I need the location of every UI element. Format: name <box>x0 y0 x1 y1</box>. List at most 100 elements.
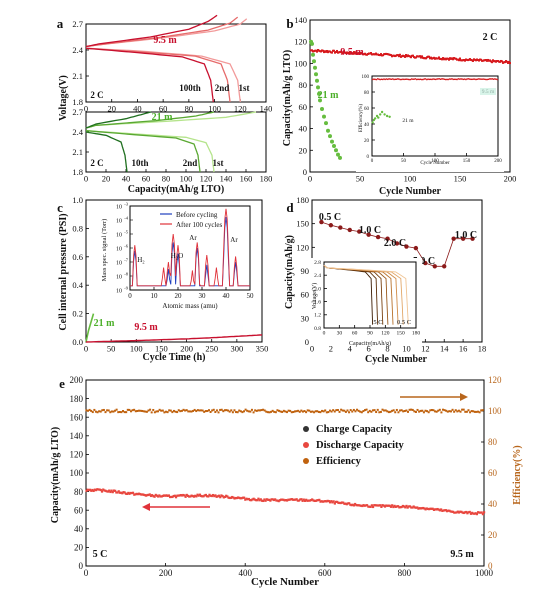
data-point <box>383 505 387 508</box>
data-point <box>382 504 385 507</box>
data-point <box>378 78 380 80</box>
data-point <box>428 78 431 81</box>
data-point <box>431 507 434 510</box>
data-point <box>475 410 478 413</box>
data-point <box>150 411 153 414</box>
data-point <box>96 411 99 414</box>
data-point <box>495 78 497 80</box>
arrow-head-efficiency <box>460 393 468 401</box>
data-point <box>476 78 478 80</box>
data-point <box>340 501 344 504</box>
data-point <box>376 78 379 80</box>
data-point <box>391 504 394 507</box>
data-point <box>172 494 175 498</box>
y-tick-label: 100 <box>70 468 84 478</box>
data-point <box>392 409 395 412</box>
y-tick-label-exp: -8 <box>124 272 128 277</box>
data-point <box>157 410 160 413</box>
data-point <box>163 411 166 414</box>
data-point <box>461 408 464 411</box>
data-point <box>453 511 456 514</box>
data-point <box>301 410 304 413</box>
data-point <box>391 409 394 412</box>
data-point <box>246 498 249 501</box>
data-point <box>326 499 329 502</box>
data-point <box>189 495 192 498</box>
data-point <box>416 408 419 411</box>
data-point <box>147 493 150 497</box>
data-point <box>480 511 483 514</box>
data-point <box>174 496 178 499</box>
x-tick-label: 600 <box>318 568 332 578</box>
data-point <box>347 227 352 233</box>
data-point <box>86 488 89 491</box>
data-point <box>305 498 308 501</box>
data-point <box>343 50 345 53</box>
data-point <box>380 505 383 509</box>
data-point <box>462 78 465 81</box>
data-point <box>314 410 317 413</box>
data-point <box>282 498 285 501</box>
data-point <box>334 148 338 153</box>
data-point <box>422 506 425 510</box>
data-point <box>439 78 442 80</box>
data-point <box>320 107 324 112</box>
x-tick-label: 40 <box>133 104 142 114</box>
data-point <box>145 410 148 413</box>
data-point <box>414 506 418 509</box>
y-tick-label: 160 <box>70 412 84 422</box>
data-point <box>282 409 285 412</box>
data-point <box>228 410 231 413</box>
data-point <box>340 408 343 411</box>
y-tick-label: 180 <box>296 195 309 205</box>
data-point <box>410 506 413 509</box>
data-point <box>434 508 437 511</box>
data-point <box>407 78 409 81</box>
data-point <box>380 110 384 114</box>
x-tick-label: 150 <box>454 174 467 184</box>
y-tick-label: 0.6 <box>72 252 83 262</box>
data-point <box>445 78 447 81</box>
y-tick-label: 40 <box>364 123 370 128</box>
data-point <box>437 409 440 412</box>
peak-label-h2o: H₂O <box>171 252 184 260</box>
data-point <box>375 234 381 240</box>
panel-label-b: b <box>286 16 293 31</box>
data-point <box>370 52 372 55</box>
data-point <box>125 492 129 496</box>
data-point <box>429 507 432 510</box>
data-point <box>375 78 378 81</box>
data-point <box>494 78 496 80</box>
data-point <box>166 411 169 414</box>
data-point <box>456 510 459 513</box>
y-right-tick-label: 120 <box>488 375 502 385</box>
data-point <box>239 410 242 413</box>
data-point <box>479 511 482 514</box>
data-point <box>264 499 267 502</box>
y-tick-label: 2.4 <box>72 45 83 55</box>
data-point <box>259 498 262 501</box>
data-point <box>291 498 295 501</box>
data-point <box>227 496 230 499</box>
data-point <box>106 409 109 412</box>
data-point <box>384 409 387 412</box>
data-point <box>289 409 292 412</box>
x-tick-label: 10 <box>151 292 159 300</box>
data-point <box>188 410 191 413</box>
data-point <box>438 509 442 512</box>
x-tick-label: 200 <box>159 568 173 578</box>
data-point <box>457 511 461 514</box>
data-point <box>481 78 483 80</box>
axes-a-bottom <box>85 111 267 173</box>
data-point <box>394 78 397 81</box>
data-point <box>300 409 303 412</box>
data-point <box>489 78 491 80</box>
x-tick-label: 2 <box>329 344 333 354</box>
data-point <box>436 78 438 80</box>
data-point <box>343 502 346 505</box>
data-point <box>387 78 389 81</box>
data-point <box>322 114 326 119</box>
inset-b-bg <box>356 70 504 172</box>
data-point <box>472 59 474 62</box>
data-point <box>172 409 175 412</box>
